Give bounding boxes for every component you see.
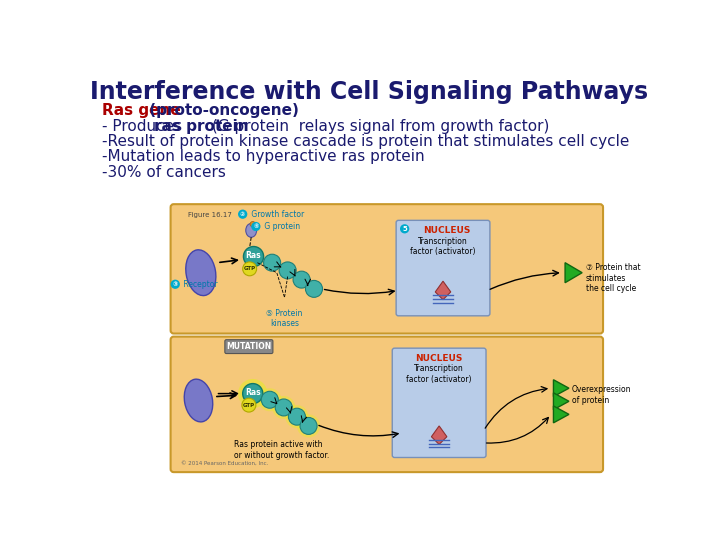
Text: -Mutation leads to hyperactive ras protein: -Mutation leads to hyperactive ras prote… [102,150,424,165]
Text: ras protein: ras protein [154,119,249,134]
Ellipse shape [186,250,216,295]
Text: (proto-oncogene): (proto-oncogene) [144,103,299,118]
Circle shape [261,392,279,408]
Circle shape [250,221,256,227]
Circle shape [275,399,292,416]
Circle shape [264,254,281,271]
Text: MUTATION: MUTATION [226,342,271,351]
Circle shape [238,379,267,408]
Text: (G protein  relays signal from growth factor): (G protein relays signal from growth fac… [207,119,549,134]
Polygon shape [431,426,447,444]
Text: - Produces: - Produces [102,119,186,134]
Polygon shape [554,406,569,423]
FancyBboxPatch shape [392,348,486,457]
FancyBboxPatch shape [396,220,490,316]
FancyBboxPatch shape [225,340,273,354]
Circle shape [243,262,256,276]
Text: -30% of cancers: -30% of cancers [102,165,225,180]
Text: Figure 16.17: Figure 16.17 [188,212,232,218]
Ellipse shape [246,224,256,237]
Text: ⑤ Protein
kinases: ⑤ Protein kinases [266,309,302,328]
FancyBboxPatch shape [171,204,603,334]
Polygon shape [554,380,569,397]
Text: GTP: GTP [243,403,255,408]
Text: GTP: GTP [243,266,256,271]
Circle shape [242,398,256,412]
Text: ④: ④ [253,224,258,229]
Text: Ras protein active with
or without growth factor.: Ras protein active with or without growt… [234,441,329,460]
Circle shape [293,271,310,288]
Text: 5: 5 [402,226,407,232]
Circle shape [243,383,263,403]
Circle shape [258,388,282,411]
Text: G protein: G protein [262,222,300,231]
Text: Transcription
factor (activator): Transcription factor (activator) [410,237,476,256]
Text: ③: ③ [173,282,178,287]
Circle shape [238,210,248,219]
Text: Transcription
factor (activator): Transcription factor (activator) [406,364,472,384]
Text: Ras: Ras [246,251,261,260]
Circle shape [297,414,320,437]
Text: Ras: Ras [245,388,261,397]
Text: -Result of protein kinase cascade is protein that stimulates cell cycle: -Result of protein kinase cascade is pro… [102,134,629,149]
Text: ⑦ Protein that
stimulates
the cell cycle: ⑦ Protein that stimulates the cell cycle [586,264,641,293]
Text: Growth factor: Growth factor [249,210,304,219]
Circle shape [285,405,309,428]
Circle shape [272,396,295,419]
Ellipse shape [184,379,212,422]
Circle shape [400,224,409,233]
Polygon shape [554,393,569,410]
Text: ②: ② [240,212,246,217]
Text: Overexpression
of protein: Overexpression of protein [572,385,631,404]
Polygon shape [436,281,451,300]
Text: Ras gene: Ras gene [102,103,181,118]
Circle shape [243,247,264,267]
Circle shape [279,262,296,279]
Circle shape [171,280,180,289]
Text: NUCLEUS: NUCLEUS [415,354,463,362]
Circle shape [289,408,305,425]
Polygon shape [565,262,582,283]
FancyBboxPatch shape [171,336,603,472]
Circle shape [251,222,261,231]
Circle shape [300,417,317,434]
Text: Receptor: Receptor [181,280,218,289]
Text: © 2014 Pearson Education, Inc.: © 2014 Pearson Education, Inc. [181,461,269,466]
Circle shape [305,280,323,298]
Text: NUCLEUS: NUCLEUS [423,226,471,235]
Text: Interference with Cell Signaling Pathways: Interference with Cell Signaling Pathway… [90,80,648,104]
